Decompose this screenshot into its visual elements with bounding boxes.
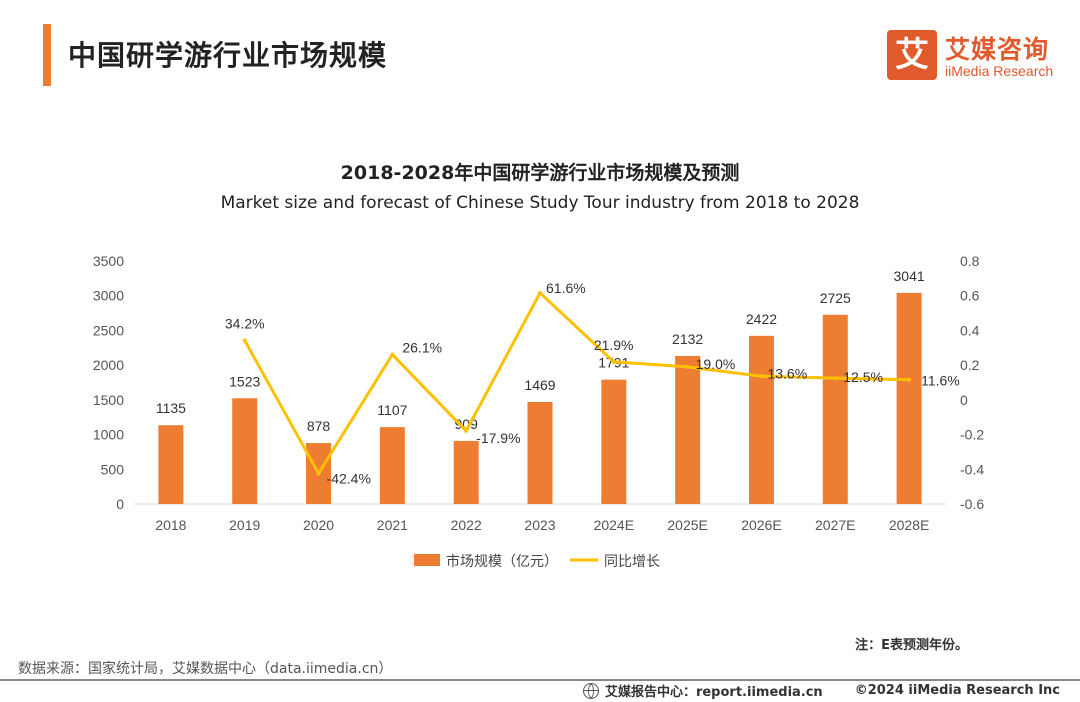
y-right-tick-label: 0.2	[960, 357, 980, 373]
bar	[822, 314, 848, 504]
bar-value-label: 1523	[229, 373, 260, 389]
growth-point	[464, 428, 469, 433]
growth-value-label: 12.5%	[843, 369, 883, 385]
y-left-tick-label: 0	[116, 496, 124, 512]
bar	[675, 355, 701, 504]
title-accent-bar	[43, 24, 51, 86]
legend-line-label: 同比增长	[604, 553, 660, 569]
y-right-tick-label: 0.8	[960, 253, 980, 269]
globe-icon	[582, 682, 599, 699]
y-left-tick-label: 1500	[93, 392, 124, 408]
y-left-tick-label: 2000	[93, 357, 124, 373]
growth-point	[316, 471, 321, 476]
bar-value-label: 878	[307, 418, 331, 434]
x-tick-label: 2024E	[594, 517, 634, 533]
bar-value-label: 2132	[672, 331, 703, 347]
growth-point	[242, 338, 247, 343]
x-tick-label: 2023	[524, 517, 555, 533]
bar-value-label: 1135	[156, 400, 186, 416]
bar-value-label: 1469	[524, 377, 555, 393]
x-tick-label: 2028E	[889, 517, 929, 533]
x-tick-label: 2021	[377, 517, 408, 533]
brand-name-en: iiMedia Research	[945, 63, 1054, 79]
footer-copyright: ©2024 iiMedia Research Inc	[854, 683, 1060, 698]
x-tick-label: 2022	[451, 517, 482, 533]
growth-value-label: 34.2%	[225, 315, 265, 331]
y-left-tick-label: 1000	[93, 427, 124, 443]
footer-divider	[0, 679, 1080, 681]
x-tick-label: 2026E	[741, 517, 781, 533]
growth-value-label: -17.9%	[476, 430, 520, 446]
growth-point	[759, 374, 764, 379]
growth-point	[833, 376, 838, 381]
x-tick-label: 2020	[303, 517, 334, 533]
y-right-tick-label: -0.4	[960, 461, 984, 477]
growth-value-label: 11.6%	[921, 373, 960, 389]
page-title: 中国研学游行业市场规模	[68, 39, 388, 72]
bar	[158, 425, 184, 504]
x-tick-label: 2025E	[667, 517, 707, 533]
y-left-tick-label: 3500	[93, 253, 124, 269]
bar	[232, 398, 258, 504]
bar	[453, 440, 479, 504]
growth-point	[390, 352, 395, 357]
bar	[601, 379, 627, 504]
growth-value-label: 13.6%	[767, 365, 807, 381]
brand-logo[interactable]: 艾 艾媒咨询 iiMedia Research	[887, 30, 1067, 80]
growth-point	[611, 359, 616, 364]
footer-report-link[interactable]: 艾媒报告中心：report.iimedia.cn	[604, 685, 823, 700]
y-right-tick-label: -0.2	[960, 427, 984, 443]
growth-point	[538, 290, 542, 295]
y-left-tick-label: 500	[101, 461, 125, 477]
y-right-tick-label: 0.6	[960, 288, 980, 304]
x-tick-label: 2019	[229, 517, 260, 533]
brand-name-cn: 艾媒咨询	[945, 35, 1050, 64]
y-right-tick-label: 0.4	[960, 322, 980, 338]
growth-value-label: 61.6%	[546, 280, 586, 296]
bar-value-label: 2422	[746, 311, 777, 327]
x-tick-label: 2027E	[815, 517, 855, 533]
y-left-tick-label: 2500	[93, 322, 124, 338]
growth-value-label: 21.9%	[594, 337, 634, 353]
legend-bar-label: 市场规模（亿元）	[446, 553, 558, 569]
bar-value-label: 1107	[377, 402, 407, 418]
brand-mark-icon: 艾	[887, 30, 937, 80]
y-left-tick-label: 3000	[93, 288, 124, 304]
bar	[896, 292, 922, 504]
forecast-note: 注：E表预测年份。	[855, 638, 968, 653]
bar	[527, 402, 553, 504]
growth-point	[685, 364, 690, 369]
bar	[379, 427, 405, 504]
growth-point	[907, 377, 912, 382]
y-right-tick-label: -0.6	[960, 496, 984, 512]
legend-bar-swatch	[414, 554, 440, 566]
bar-value-label: 3041	[894, 268, 925, 284]
growth-value-label: -42.4%	[327, 470, 371, 486]
data-source: 数据来源：国家统计局，艾媒数据中心（data.iimedia.cn）	[18, 661, 393, 677]
growth-value-label: 26.1%	[402, 340, 442, 356]
footer: 艾媒报告中心：report.iimedia.cn ©2024 iiMedia R…	[582, 681, 1060, 700]
bar-value-label: 2725	[820, 290, 851, 306]
chart-title: 2018-2028年中国研学游行业市场规模及预测	[340, 162, 740, 184]
bar	[748, 335, 774, 504]
x-tick-label: 2018	[155, 517, 186, 533]
growth-line	[243, 291, 910, 475]
chart-subtitle: Market size and forecast of Chinese Stud…	[220, 193, 860, 213]
growth-value-label: 19.0%	[696, 356, 736, 372]
y-right-tick-label: 0	[960, 392, 968, 408]
